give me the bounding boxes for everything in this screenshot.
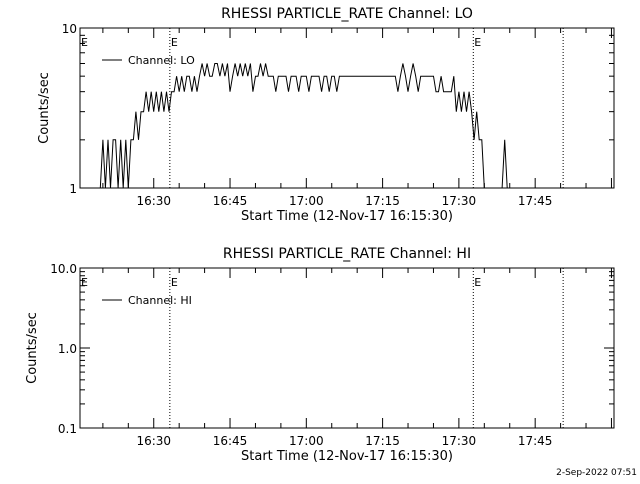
x-tick-label: 16:45 <box>213 194 248 208</box>
y-axis-label: Counts/sec <box>37 72 52 144</box>
event-marker-label: E <box>474 36 481 49</box>
y-tick-label: 1 <box>69 182 77 196</box>
x-tick-label: 16:30 <box>136 434 171 448</box>
x-axis-label: Start Time (12-Nov-17 16:15:30) <box>241 449 453 464</box>
y-tick-label: 10.0 <box>50 262 77 276</box>
legend-label: Channel: LO <box>128 54 195 67</box>
x-tick-label: 17:30 <box>442 434 477 448</box>
y-tick-label: 1.0 <box>58 342 77 356</box>
event-marker-label: E <box>171 36 178 49</box>
x-tick-label: 16:30 <box>136 194 171 208</box>
legend-label: Channel: HI <box>128 294 192 307</box>
x-tick-label: 16:45 <box>213 434 248 448</box>
y-tick-label: 0.1 <box>58 422 77 436</box>
chart-panel-1: RHESSI PARTICLE_RATE Channel: LO 1 10 16:30… <box>37 6 615 224</box>
edge-marker-label: E <box>81 276 88 289</box>
x-tick-label: 17:45 <box>518 194 553 208</box>
y-axis-label: Counts/sec <box>25 312 40 384</box>
event-marker-label: E <box>171 276 178 289</box>
x-tick-label: 17:15 <box>365 194 400 208</box>
chart-panel-2: RHESSI PARTICLE_RATE Channel: HI 0.1 1.0 10… <box>25 246 615 464</box>
x-tick-label: 17:30 <box>442 194 477 208</box>
x-tick-label: 17:00 <box>289 194 324 208</box>
x-axis-label: Start Time (12-Nov-17 16:15:30) <box>241 209 453 224</box>
plot-frame <box>79 267 615 429</box>
x-tick-label: 17:00 <box>289 434 324 448</box>
x-tick-label: 17:15 <box>365 434 400 448</box>
series-line-channel-lo <box>99 63 508 189</box>
edge-marker-label: E <box>81 36 88 49</box>
y-tick-label: 10 <box>62 22 77 36</box>
plot-frame <box>79 27 615 189</box>
chart-title: RHESSI PARTICLE_RATE Channel: LO <box>221 6 473 22</box>
plot-timestamp: 2-Sep-2022 07:51 <box>556 468 637 478</box>
chart-title: RHESSI PARTICLE_RATE Channel: HI <box>223 246 471 262</box>
event-marker-label: E <box>474 276 481 289</box>
x-tick-label: 17:45 <box>518 434 553 448</box>
